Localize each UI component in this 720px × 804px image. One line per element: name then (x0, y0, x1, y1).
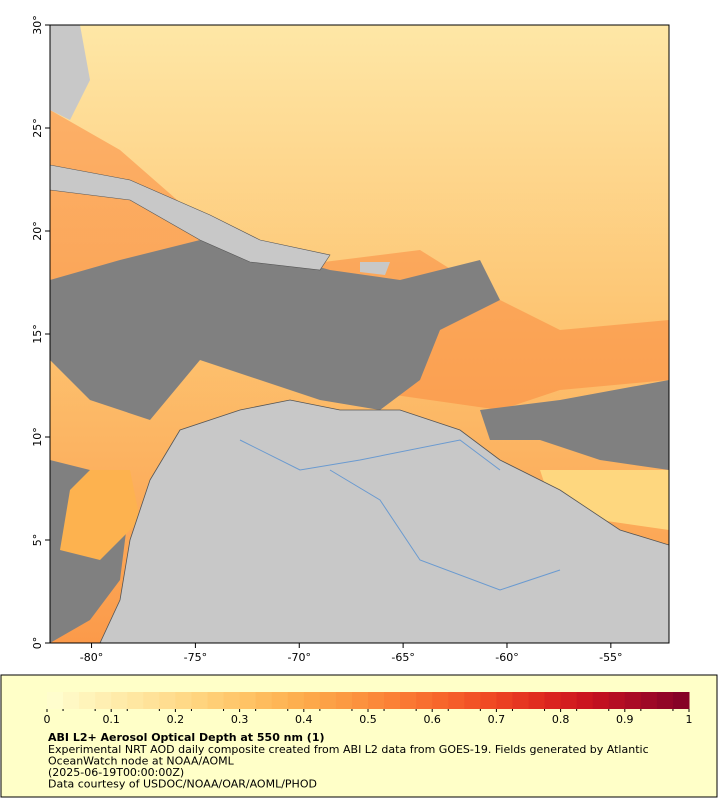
colorbar-swatch (496, 692, 513, 709)
x-tick-label: -65° (391, 651, 414, 664)
colorbar-swatch (335, 692, 353, 709)
x-tick-label: -75° (184, 651, 207, 664)
colorbar-swatch (608, 692, 626, 709)
colorbar-tick-label: 0.1 (102, 713, 120, 726)
colorbar-swatch (656, 692, 674, 709)
colorbar-swatch (207, 692, 225, 709)
colorbar-tick-label: 0.6 (423, 713, 441, 726)
colorbar-swatch (400, 692, 417, 709)
colorbar-swatch (79, 692, 96, 709)
colorbar-swatch (528, 692, 546, 709)
y-tick-label: 30° (31, 15, 44, 35)
colorbar-swatch (368, 692, 385, 709)
colorbar-tick-label: 0 (44, 713, 51, 726)
map-image (50, 25, 669, 643)
caption-line: Data courtesy of USDOC/NOAA/OAR/AOML/PHO… (48, 778, 317, 791)
x-tick-label: -60° (495, 651, 518, 664)
colorbar-swatch (223, 692, 241, 709)
colorbar-swatch (416, 692, 433, 709)
colorbar-swatch (95, 692, 112, 709)
colorbar-swatch (191, 692, 208, 709)
colorbar-swatch (480, 692, 497, 709)
colorbar-swatch (143, 692, 160, 709)
colorbar-swatch (47, 692, 64, 709)
colorbar-swatch (127, 692, 144, 709)
colorbar-swatch (175, 692, 192, 709)
y-tick-label: 25° (31, 118, 44, 138)
x-tick-label: -80° (80, 651, 103, 664)
colorbar-swatch (255, 692, 273, 709)
colorbar-tick-label: 0.9 (616, 713, 634, 726)
colorbar-swatch (111, 692, 128, 709)
colorbar-swatch (159, 692, 176, 709)
colorbar-swatch (672, 692, 690, 709)
x-tick-label: -70° (288, 651, 311, 664)
colorbar-swatch (287, 692, 305, 709)
caption-title: ABI L2+ Aerosol Optical Depth at 550 nm … (48, 731, 325, 744)
colorbar-swatch (592, 692, 610, 709)
colorbar-tick-label: 0.5 (359, 713, 377, 726)
colorbar-swatch (384, 692, 401, 709)
colorbar-swatch (640, 692, 658, 709)
y-tick-label: 20° (31, 221, 44, 241)
y-tick-label: 10° (31, 427, 44, 447)
colorbar-swatch (239, 692, 257, 709)
caption-line: Experimental NRT AOD daily composite cre… (48, 743, 649, 756)
colorbar-swatch (576, 692, 594, 709)
colorbar-tick-label: 0.4 (295, 713, 313, 726)
y-tick-label: 15° (31, 324, 44, 344)
colorbar-tick-label: 0.8 (552, 713, 570, 726)
colorbar-tick-label: 0.2 (167, 713, 185, 726)
caption-line: (2025-06-19T00:00:00Z) (48, 766, 184, 779)
caption-line: OceanWatch node at NOAA/AOML (48, 755, 235, 768)
colorbar-swatch (63, 692, 80, 709)
colorbar-swatch (303, 692, 321, 709)
y-tick-label: 5° (31, 534, 44, 547)
colorbar-swatch (448, 692, 465, 709)
colorbar-swatch (544, 692, 562, 709)
colorbar-swatch (512, 692, 529, 709)
colorbar-swatch (464, 692, 481, 709)
colorbar-swatch (271, 692, 289, 709)
colorbar-tick-label: 0.3 (231, 713, 249, 726)
colorbar-swatch (319, 692, 337, 709)
colorbar-tick-label: 1 (686, 713, 693, 726)
colorbar-swatch (351, 692, 369, 709)
colorbar-swatch (560, 692, 578, 709)
y-tick-label: 0° (31, 637, 44, 650)
colorbar-tick-label: 0.7 (488, 713, 506, 726)
colorbar-swatch (624, 692, 642, 709)
colorbar-swatch (432, 692, 449, 709)
x-tick-label: -55° (599, 651, 622, 664)
